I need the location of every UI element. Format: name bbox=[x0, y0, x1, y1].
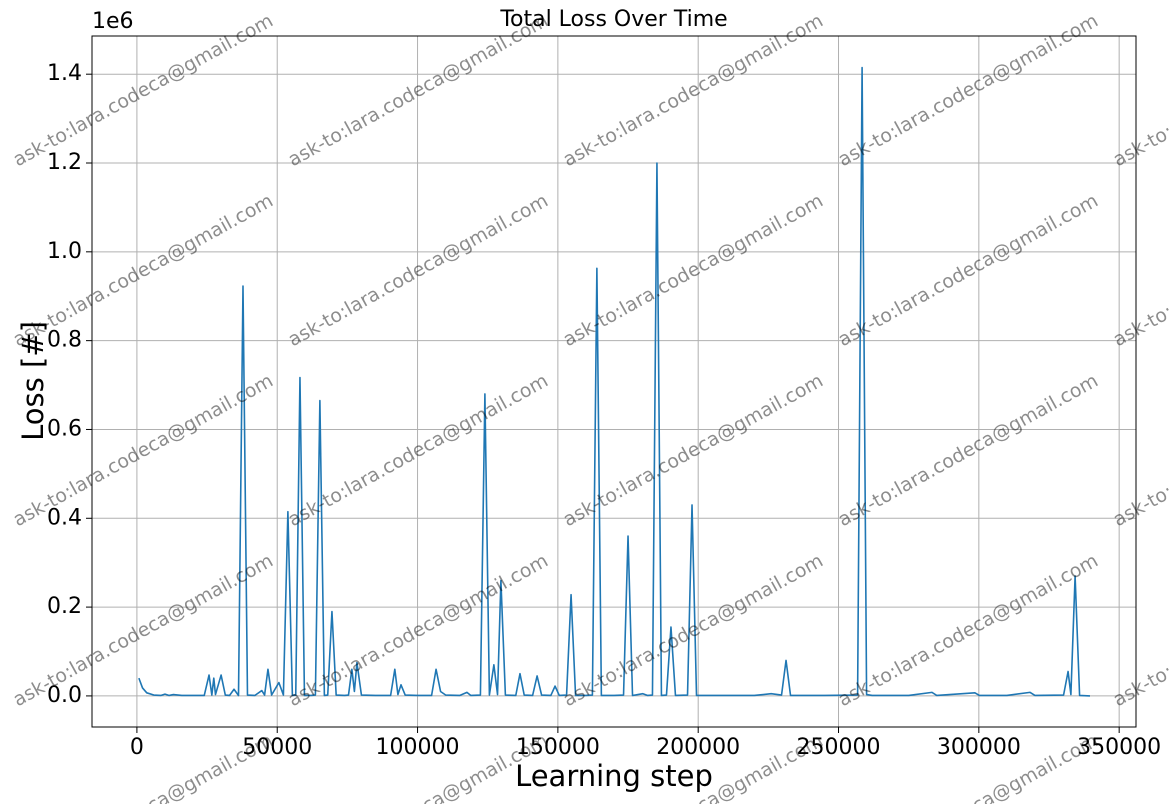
x-tick-label: 100000 bbox=[376, 735, 460, 760]
watermark: ask-to:lara.codeca@gmail.com bbox=[559, 190, 826, 352]
x-tick-label: 50000 bbox=[242, 735, 312, 760]
watermark: ask-to:lara.codeca@gmail.com bbox=[284, 550, 551, 712]
y-axis-label: Loss [#] bbox=[16, 321, 50, 441]
y-tick-label: 1.4 bbox=[47, 61, 82, 86]
watermark: ask-to:lara.codeca@gmail.com bbox=[284, 10, 551, 172]
chart-title: Total Loss Over Time bbox=[499, 7, 727, 32]
watermark: ask-to:lara.codeca@gmail.com bbox=[1109, 550, 1169, 712]
axis-offset: 1e6 bbox=[92, 9, 134, 34]
watermark: ask-to:lara.codeca@gmail.com bbox=[834, 190, 1101, 352]
watermark: ask-to:lara.codeca@gmail.com bbox=[9, 190, 276, 352]
watermark: ask-to:lara.codeca@gmail.com bbox=[834, 10, 1101, 172]
watermark: ask-to:lara.codeca@gmail.com bbox=[284, 370, 551, 532]
watermark: ask-to:lara.codeca@gmail.com bbox=[9, 10, 276, 172]
x-tick-label: 200000 bbox=[656, 735, 740, 760]
watermark: ask-to:lara.codeca@gmail.com bbox=[1109, 370, 1169, 532]
watermark: ask-to:lara.codeca@gmail.com bbox=[834, 370, 1101, 532]
y-tick-label: 0.8 bbox=[47, 328, 82, 353]
y-tick-label: 1.2 bbox=[47, 150, 82, 175]
x-axis-label: Learning step bbox=[515, 759, 713, 793]
line bbox=[138, 66, 1091, 697]
x-tick-label: 250000 bbox=[797, 735, 881, 760]
x-tick-label: 350000 bbox=[1077, 735, 1161, 760]
watermark: ask-to:lara.codeca@gmail.com bbox=[9, 550, 276, 712]
y-tick-label: 0.2 bbox=[47, 594, 82, 619]
watermark: ask-to:lara.codeca@gmail.com bbox=[834, 550, 1101, 712]
y-tick-label: 0.4 bbox=[47, 505, 82, 530]
watermark: ask-to:lara.codeca@gmail.com bbox=[559, 10, 826, 172]
watermark: ask-to:lara.codeca@gmail.com bbox=[1109, 190, 1169, 352]
y-tick-label: 1.0 bbox=[47, 239, 82, 264]
plot-frame bbox=[91, 35, 1137, 728]
watermark: ask-to:lara.codeca@gmail.com bbox=[1109, 10, 1169, 172]
x-tick-label: 150000 bbox=[516, 735, 600, 760]
x-tick-label: 300000 bbox=[937, 735, 1021, 760]
watermark: ask-to:lara.codeca@gmail.com bbox=[284, 190, 551, 352]
y-tick-label: 0.0 bbox=[47, 683, 82, 708]
x-tick-label: 0 bbox=[130, 735, 144, 760]
y-tick-label: 0.6 bbox=[47, 416, 82, 441]
